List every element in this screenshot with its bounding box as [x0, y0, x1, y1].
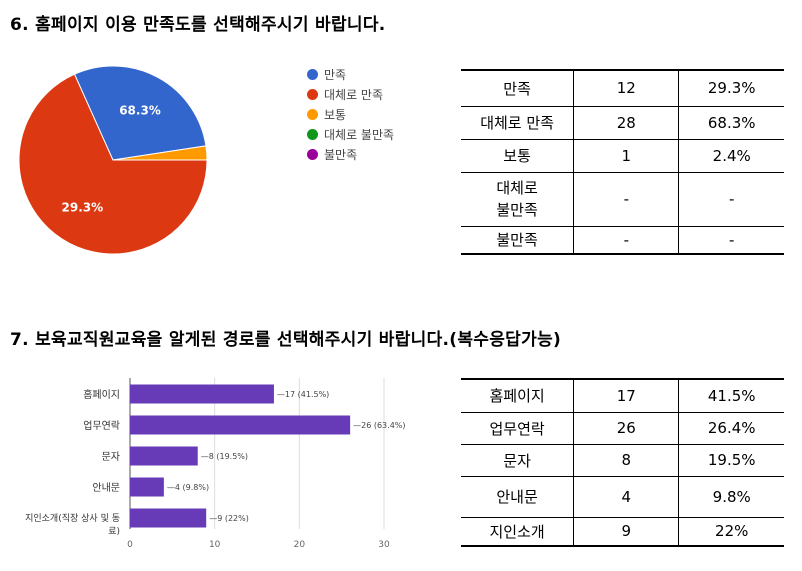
row-percent: - — [678, 226, 784, 255]
table-row: 대체로 만족 28 68.3% — [461, 106, 784, 140]
table-row: 불만족 - - — [461, 226, 784, 255]
pie-slice — [18, 73, 208, 255]
table-row: 홈페이지 17 41.5% — [461, 378, 784, 413]
row-label: 문자 — [461, 444, 575, 477]
row-label: 대체로 불만족 — [461, 172, 575, 227]
row-percent: 26.4% — [678, 412, 784, 445]
pie-legend: 만족 대체로 만족 보통 대체로 불만족 불만족 — [307, 64, 394, 164]
row-count: 1 — [573, 139, 680, 173]
row-count: - — [573, 172, 680, 227]
satisfaction-table: 만족 12 29.3% 대체로 만족 28 68.3% 보통 1 2.4% 대체… — [461, 69, 784, 255]
row-count: 12 — [573, 69, 680, 107]
legend-label: 대체로 불만족 — [324, 127, 395, 142]
row-percent: - — [678, 172, 784, 227]
row-label: 홈페이지 — [461, 378, 575, 413]
row-percent: 22% — [678, 517, 784, 547]
category-label: 업무연락 — [83, 419, 120, 432]
pie-slice — [73, 65, 207, 161]
row-percent: 19.5% — [678, 444, 784, 477]
bar — [130, 384, 274, 404]
channel-bar-chart: 0 10 20 30 —17 (41.5%) 홈페이지 —26 (63.4%) 업무연락 —8 … — [25, 378, 406, 550]
x-tick-label: 10 — [209, 540, 221, 550]
legend-label: 보통 — [324, 107, 347, 122]
legend-label: 만족 — [324, 67, 347, 82]
row-percent: 68.3% — [678, 106, 784, 140]
table-row: 문자 8 19.5% — [461, 444, 784, 477]
bar — [130, 477, 164, 497]
row-label: 지인소개 — [461, 517, 575, 547]
table-row: 보통 1 2.4% — [461, 139, 784, 173]
category-label: 홈페이지 — [83, 388, 120, 401]
category-label: 지인소개(직장 상사 및 동 료) — [25, 512, 120, 537]
row-percent: 41.5% — [678, 378, 784, 413]
row-count: 26 — [573, 412, 680, 445]
row-count: 4 — [573, 476, 680, 518]
x-tick-label: 20 — [294, 540, 306, 550]
legend-dot-icon — [307, 88, 318, 100]
legend-dot-icon — [307, 68, 318, 80]
bar-data-label: —8 (19.5%) — [201, 452, 248, 461]
bar-data-label: —9 (22%) — [209, 514, 249, 523]
legend-item-satisfied: 만족 — [307, 64, 394, 84]
bar — [130, 446, 198, 466]
row-label: 불만족 — [461, 226, 575, 255]
row-label: 안내문 — [461, 476, 575, 518]
legend-item-neutral: 보통 — [307, 104, 394, 124]
legend-item-mostly-dissatisfied: 대체로 불만족 — [307, 124, 394, 144]
row-percent: 2.4% — [678, 139, 784, 173]
bar-data-label: —26 (63.4%) — [353, 421, 405, 430]
row-label: 만족 — [461, 69, 575, 107]
table-row: 만족 12 29.3% — [461, 69, 784, 107]
satisfaction-pie-chart: 29.3% 68.3% — [18, 65, 208, 255]
legend-item-mostly-satisfied: 대체로 만족 — [307, 84, 394, 104]
row-count: 9 — [573, 517, 680, 547]
legend-dot-icon — [307, 108, 318, 120]
table-row: 안내문 4 9.8% — [461, 476, 784, 518]
pie-slice — [112, 145, 208, 161]
bar-data-label: —4 (9.8%) — [167, 483, 209, 492]
row-count: - — [573, 226, 680, 255]
category-label: 안내문 — [92, 482, 120, 494]
pie-slice-label: 68.3% — [119, 103, 161, 117]
row-count: 8 — [573, 444, 680, 477]
bar — [130, 415, 351, 435]
legend-label: 불만족 — [324, 147, 358, 162]
row-label: 업무연락 — [461, 412, 575, 445]
q7-title: 7. 보육교직원교육을 알게된 경로를 선택해주시기 바랍니다.(복수응답가능) — [10, 330, 562, 350]
table-row: 지인소개 9 22% — [461, 517, 784, 547]
bar-data-label: —17 (41.5%) — [277, 390, 329, 399]
q6-title: 6. 홈페이지 이용 만족도를 선택해주시기 바랍니다. — [10, 15, 386, 35]
pie-slice-label: 29.3% — [62, 200, 104, 214]
channel-table: 홈페이지 17 41.5% 업무연락 26 26.4% 문자 8 19.5% 안… — [461, 378, 784, 547]
table-row: 업무연락 26 26.4% — [461, 412, 784, 445]
legend-dot-icon — [307, 148, 318, 160]
legend-label: 대체로 만족 — [324, 87, 384, 102]
row-label: 보통 — [461, 139, 575, 173]
row-count: 17 — [573, 378, 680, 413]
table-row: 대체로 불만족 - - — [461, 172, 784, 227]
row-label: 대체로 만족 — [461, 106, 575, 140]
legend-item-dissatisfied: 불만족 — [307, 144, 394, 164]
row-count: 28 — [573, 106, 680, 140]
row-percent: 9.8% — [678, 476, 784, 518]
category-label: 문자 — [102, 451, 120, 463]
bar — [130, 508, 207, 528]
row-percent: 29.3% — [678, 69, 784, 107]
x-tick-label: 30 — [378, 540, 390, 550]
x-tick-label: 0 — [127, 540, 133, 550]
legend-dot-icon — [307, 128, 318, 140]
